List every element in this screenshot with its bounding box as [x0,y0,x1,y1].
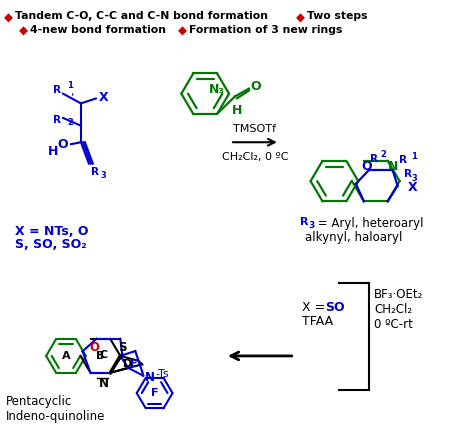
Text: 3: 3 [101,171,107,180]
Text: F: F [151,388,158,398]
Text: Formation of 3 new rings: Formation of 3 new rings [189,25,343,35]
Text: X = NTs, O: X = NTs, O [15,225,89,238]
Text: R: R [53,115,61,125]
Text: TMSOTf: TMSOTf [233,124,276,134]
Text: N: N [145,371,155,384]
Text: X =: X = [301,301,329,314]
Text: X: X [99,91,109,104]
Text: ◆: ◆ [178,25,187,38]
Text: CH₂Cl₂: CH₂Cl₂ [374,303,412,317]
Text: R: R [91,167,99,178]
Text: O: O [58,138,68,151]
Text: ,: , [70,87,73,97]
Text: Tandem C-O, C-C and C-N bond formation: Tandem C-O, C-C and C-N bond formation [15,11,268,21]
Text: R: R [300,217,308,227]
Text: SO: SO [326,301,345,314]
Text: S: S [118,341,127,353]
Text: O: O [90,341,100,353]
Text: B: B [96,351,105,361]
Text: 4-new bond formation: 4-new bond formation [30,25,166,35]
Text: = Aryl, heteroaryl: = Aryl, heteroaryl [313,217,423,230]
Text: ◆: ◆ [19,25,28,38]
Text: N: N [99,377,109,390]
Text: A: A [62,351,70,361]
Text: S, SO, SO₂: S, SO, SO₂ [15,239,87,251]
Text: N: N [387,160,398,173]
Text: R: R [403,169,411,179]
Text: 3: 3 [411,174,417,183]
Text: R: R [53,85,61,95]
Text: 2: 2 [381,150,387,159]
Text: CH₂Cl₂, 0 ºC: CH₂Cl₂, 0 ºC [222,152,288,162]
Text: O: O [250,80,261,93]
Text: BF₃·OEt₂: BF₃·OEt₂ [374,288,424,301]
Text: alkynyl, haloaryl: alkynyl, haloaryl [305,231,402,244]
Text: 3: 3 [309,221,315,230]
Text: C: C [100,350,108,360]
Text: E: E [130,360,137,369]
Text: H: H [232,104,242,117]
Text: ◆: ◆ [296,11,305,24]
Text: Two steps: Two steps [307,11,367,21]
Text: R: R [399,155,407,166]
Text: ◆: ◆ [4,11,13,24]
Text: Pentacyclic
Indeno-quinoline: Pentacyclic Indeno-quinoline [6,395,106,423]
Text: -Ts: -Ts [155,369,169,379]
Text: 1: 1 [410,152,417,161]
Text: 1: 1 [67,82,73,91]
Text: X: X [408,181,417,194]
Text: 0 ºC-rt: 0 ºC-rt [374,318,413,331]
Text: R: R [370,154,378,163]
Text: N₃: N₃ [209,83,225,96]
Text: 2: 2 [67,118,73,127]
Text: O: O [362,160,372,173]
Text: TFAA: TFAA [301,315,333,328]
Text: H: H [48,145,58,158]
Text: D: D [123,360,133,369]
